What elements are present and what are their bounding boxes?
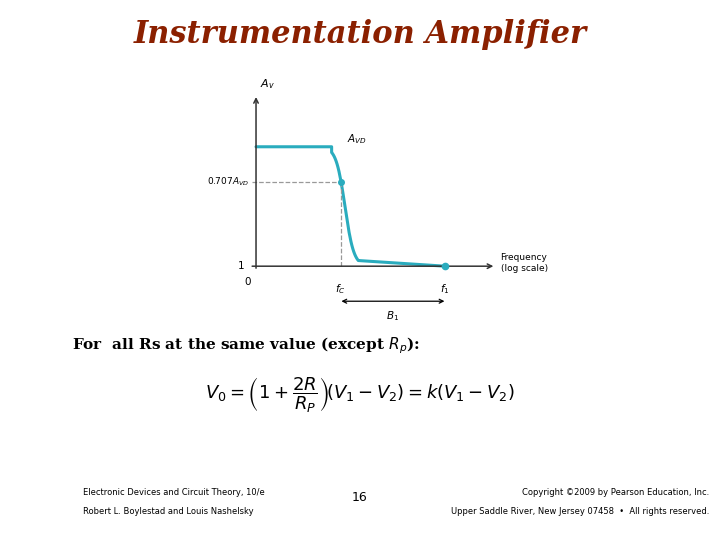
Text: 0: 0 <box>244 278 251 287</box>
Text: $V_0 = \left(1 + \dfrac{2R}{R_P}\right)\!\left(V_1 - V_2\right)= k\left(V_1 - V_: $V_0 = \left(1 + \dfrac{2R}{R_P}\right)\… <box>205 375 515 414</box>
Text: $A_v$: $A_v$ <box>261 77 275 91</box>
Text: For  all Rs at the same value (except $R_p$):: For all Rs at the same value (except $R_… <box>72 336 420 356</box>
Text: $f_1$: $f_1$ <box>440 282 450 296</box>
Text: $A_{VD}$: $A_{VD}$ <box>347 132 367 146</box>
Text: Electronic Devices and Circuit Theory, 10/e: Electronic Devices and Circuit Theory, 1… <box>83 488 264 497</box>
Text: Upper Saddle River, New Jersey 07458  •  All rights reserved.: Upper Saddle River, New Jersey 07458 • A… <box>451 507 709 516</box>
Text: Frequency
(log scale): Frequency (log scale) <box>500 253 548 273</box>
Text: Robert L. Boylestad and Louis Nashelsky: Robert L. Boylestad and Louis Nashelsky <box>83 507 253 516</box>
Text: PEARSON: PEARSON <box>14 415 62 424</box>
Text: 1: 1 <box>238 261 245 271</box>
Text: Copyright ©2009 by Pearson Education, Inc.: Copyright ©2009 by Pearson Education, In… <box>522 488 709 497</box>
Text: Instrumentation Amplifier: Instrumentation Amplifier <box>133 19 587 50</box>
Text: 16: 16 <box>352 491 368 504</box>
Text: $0.707A_{VD}$: $0.707A_{VD}$ <box>207 176 249 188</box>
Text: $B_1$: $B_1$ <box>387 309 400 323</box>
Text: $f_C$: $f_C$ <box>336 282 346 296</box>
